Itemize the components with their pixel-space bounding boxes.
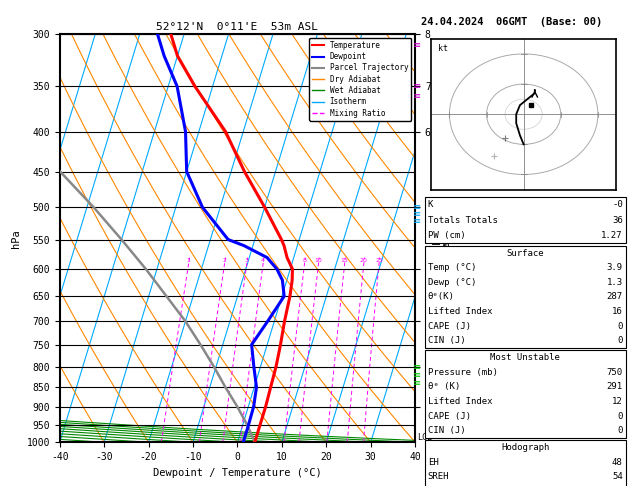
Text: 36: 36: [612, 216, 623, 225]
Text: 2: 2: [223, 259, 226, 263]
Text: Surface: Surface: [506, 249, 544, 258]
Text: 16: 16: [612, 307, 623, 316]
Text: 0: 0: [617, 426, 623, 435]
Text: 24.04.2024  06GMT  (Base: 00): 24.04.2024 06GMT (Base: 00): [421, 17, 603, 27]
Text: CIN (J): CIN (J): [428, 336, 465, 345]
Text: ≡: ≡: [413, 215, 421, 226]
Title: 52°12'N  0°11'E  53m ASL: 52°12'N 0°11'E 53m ASL: [157, 22, 318, 32]
Text: 54: 54: [612, 472, 623, 481]
Text: 1.3: 1.3: [606, 278, 623, 287]
Text: 750: 750: [606, 368, 623, 377]
Text: 10: 10: [314, 259, 323, 263]
Text: Pressure (mb): Pressure (mb): [428, 368, 498, 377]
Y-axis label: km
ASL: km ASL: [432, 229, 454, 247]
Text: ≡: ≡: [413, 209, 421, 219]
Text: Lifted Index: Lifted Index: [428, 397, 493, 406]
Text: 15: 15: [341, 259, 348, 263]
X-axis label: Dewpoint / Temperature (°C): Dewpoint / Temperature (°C): [153, 468, 322, 478]
Text: K: K: [428, 200, 433, 209]
Text: kt: kt: [438, 44, 448, 53]
Text: 4: 4: [261, 259, 265, 263]
Text: PW (cm): PW (cm): [428, 231, 465, 240]
Text: ≡: ≡: [413, 362, 421, 372]
Text: 3.9: 3.9: [606, 263, 623, 272]
Text: 0: 0: [617, 336, 623, 345]
Text: Hodograph: Hodograph: [501, 443, 549, 452]
Text: -0: -0: [612, 200, 623, 209]
Text: θᵉ (K): θᵉ (K): [428, 382, 460, 391]
Text: 0: 0: [617, 412, 623, 420]
Y-axis label: hPa: hPa: [11, 229, 21, 247]
Text: ≡: ≡: [413, 202, 421, 212]
Text: 291: 291: [606, 382, 623, 391]
Text: 287: 287: [606, 293, 623, 301]
Text: 12: 12: [612, 397, 623, 406]
Legend: Temperature, Dewpoint, Parcel Trajectory, Dry Adiabat, Wet Adiabat, Isotherm, Mi: Temperature, Dewpoint, Parcel Trajectory…: [309, 38, 411, 121]
Text: 3: 3: [245, 259, 249, 263]
Text: CIN (J): CIN (J): [428, 426, 465, 435]
Text: Dewp (°C): Dewp (°C): [428, 278, 476, 287]
Text: ≡: ≡: [413, 370, 421, 380]
Text: LCL: LCL: [417, 433, 432, 442]
Text: 20: 20: [360, 259, 368, 263]
Text: ≡: ≡: [413, 91, 421, 101]
Text: Totals Totals: Totals Totals: [428, 216, 498, 225]
Text: EH: EH: [428, 458, 438, 467]
Text: 1.27: 1.27: [601, 231, 623, 240]
Text: ≡: ≡: [413, 81, 421, 91]
Text: Most Unstable: Most Unstable: [490, 353, 560, 362]
Text: ≡: ≡: [413, 378, 421, 388]
Text: CAPE (J): CAPE (J): [428, 412, 470, 420]
Text: Lifted Index: Lifted Index: [428, 307, 493, 316]
Text: CAPE (J): CAPE (J): [428, 322, 470, 330]
Text: SREH: SREH: [428, 472, 449, 481]
Text: ≡: ≡: [413, 40, 421, 50]
Text: 0: 0: [617, 322, 623, 330]
Text: Temp (°C): Temp (°C): [428, 263, 476, 272]
Text: θᵉ(K): θᵉ(K): [428, 293, 455, 301]
Text: © weatheronline.co.uk: © weatheronline.co.uk: [477, 471, 574, 480]
Text: 1: 1: [187, 259, 191, 263]
Text: 25: 25: [375, 259, 383, 263]
Text: 8: 8: [303, 259, 306, 263]
Text: 48: 48: [612, 458, 623, 467]
